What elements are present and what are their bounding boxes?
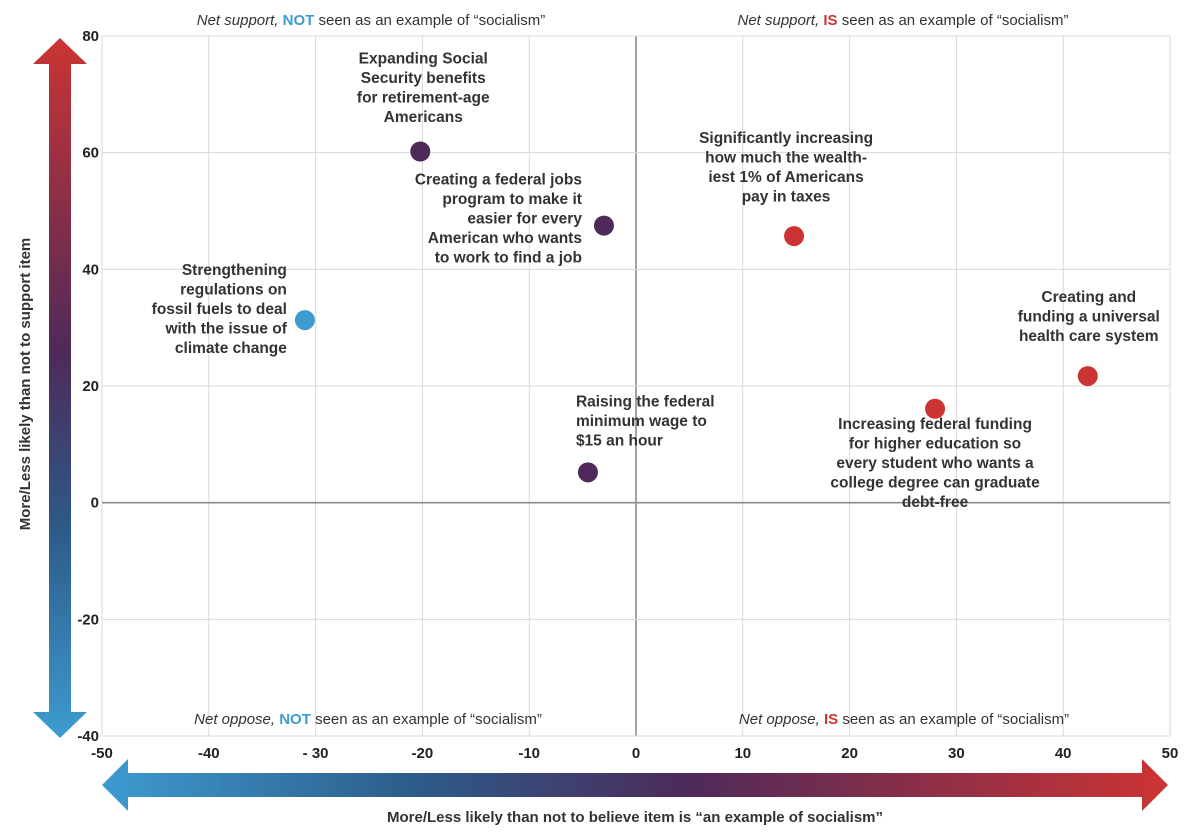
point-label: Increasing federal funding for higher edu… (830, 416, 1040, 511)
y-tick-label: 60 (82, 145, 99, 162)
y-axis-label: More/Less likely than not to support ite… (17, 238, 34, 531)
x-tick-label: 30 (948, 745, 965, 762)
x-tick-label: 40 (1055, 745, 1072, 762)
data-point (784, 226, 805, 247)
x-axis-arrow (102, 759, 1168, 811)
y-tick-label: -20 (77, 611, 99, 628)
data-point (577, 462, 598, 483)
y-tick-label: 40 (82, 261, 99, 278)
x-tick-label: -50 (91, 745, 113, 762)
point-label: Strengthening regulations on fossil fuels … (152, 262, 288, 357)
data-point (593, 215, 614, 236)
data-point (410, 141, 431, 162)
x-tick-label: -40 (198, 745, 220, 762)
data-point (925, 398, 946, 419)
gridlines (101, 35, 1171, 737)
point-label: Significantly increasing how much the wea… (699, 130, 873, 206)
y-axis-arrow (33, 38, 87, 738)
point-labels: Expanding Social Security benefits for ret… (152, 51, 1160, 511)
data-point (294, 310, 315, 331)
x-axis-label: More/Less likely than not to believe ite… (387, 809, 883, 826)
x-tick-label: 20 (841, 745, 858, 762)
quadrant-label-top-right: Net support, IS seen as an example of “s… (737, 12, 1068, 29)
quadrant-label-bottom-right: Net oppose, IS seen as an example of “so… (739, 711, 1069, 728)
point-label: Expanding Social Security benefits for ret… (357, 51, 490, 127)
tick-labels: -50 -40- 30 -20 -10 0 10 20 30 40 50806040200-20-… (77, 28, 1178, 762)
x-tick-label: 0 (632, 745, 640, 762)
quadrant-label-bottom-left: Net oppose, NOT seen as an example of “s… (194, 711, 542, 728)
x-tick-label: -20 (412, 745, 434, 762)
x-tick-label: 50 (1162, 745, 1179, 762)
y-tick-label: 20 (82, 378, 99, 395)
y-tick-label: -40 (77, 728, 99, 745)
point-label: Creating and funding a universal health ca… (1018, 289, 1160, 345)
y-tick-label: 80 (82, 28, 99, 45)
point-label: Creating a federal jobs program to make i… (415, 172, 582, 267)
x-tick-label: - 30 (303, 745, 329, 762)
data-points (294, 141, 1098, 483)
x-tick-label: 10 (734, 745, 751, 762)
y-tick-label: 0 (91, 495, 99, 512)
point-label: Raising the federal minimum wage to $15 an… (576, 393, 715, 449)
data-point (1077, 366, 1098, 387)
quadrant-label-top-left: Net support, NOT seen as an example of “… (197, 12, 546, 29)
x-tick-label: -10 (518, 745, 540, 762)
